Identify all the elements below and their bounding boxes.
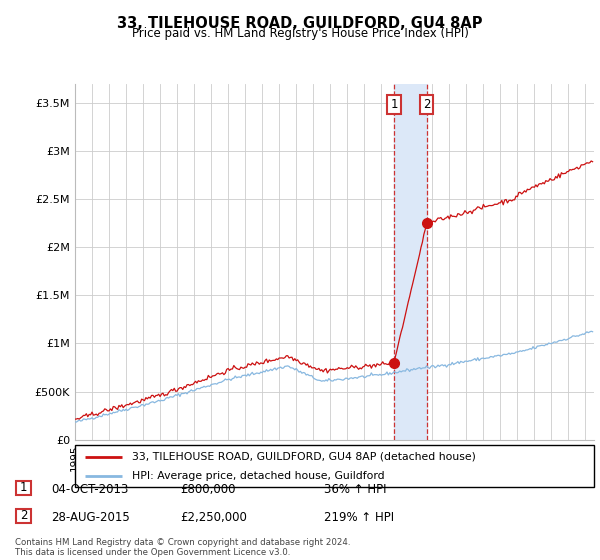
Text: £800,000: £800,000 [180,483,235,496]
Text: 28-AUG-2015: 28-AUG-2015 [51,511,130,524]
Text: 33, TILEHOUSE ROAD, GUILDFORD, GU4 8AP: 33, TILEHOUSE ROAD, GUILDFORD, GU4 8AP [117,16,483,31]
Bar [394,84,427,440]
Text: 04-OCT-2013: 04-OCT-2013 [51,483,128,496]
Text: 1: 1 [391,98,398,111]
Text: 33, TILEHOUSE ROAD, GUILDFORD, GU4 8AP (detached house): 33, TILEHOUSE ROAD, GUILDFORD, GU4 8AP (… [132,451,476,461]
Text: 36% ↑ HPI: 36% ↑ HPI [324,483,386,496]
Text: £2,250,000: £2,250,000 [180,511,247,524]
Text: 2: 2 [20,509,27,522]
Text: 1: 1 [20,481,27,494]
Text: Price paid vs. HM Land Registry's House Price Index (HPI): Price paid vs. HM Land Registry's House … [131,27,469,40]
Text: HPI: Average price, detached house, Guildford: HPI: Average price, detached house, Guil… [132,471,385,481]
Text: Contains HM Land Registry data © Crown copyright and database right 2024.
This d: Contains HM Land Registry data © Crown c… [15,538,350,557]
Text: 219% ↑ HPI: 219% ↑ HPI [324,511,394,524]
Text: 2: 2 [423,98,430,111]
